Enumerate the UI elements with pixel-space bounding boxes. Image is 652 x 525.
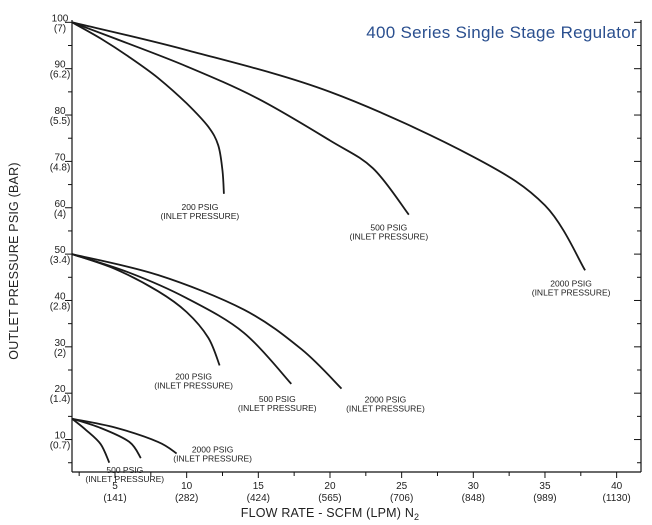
series-label-9: 2000 PSIG: [192, 444, 234, 454]
series-label-3: 2000 PSIG: [550, 278, 592, 288]
y-tick-label-bar: (5.5): [50, 116, 71, 127]
y-tick-label: 40: [54, 291, 66, 302]
series-sublabel-2: (INLET PRESSURE): [349, 232, 428, 242]
series-label-1: 200 PSIG: [181, 202, 218, 212]
x-tick-label-lpm: (848): [462, 493, 485, 504]
x-tick-label: 20: [324, 481, 336, 492]
y-tick-label: 60: [54, 199, 66, 210]
x-tick-label: 35: [539, 481, 551, 492]
series-line-4: [71, 253, 221, 366]
series-line-8: [71, 417, 142, 459]
series-line-2: [71, 21, 410, 216]
x-tick-label: 30: [468, 481, 480, 492]
series-sublabel-9: (INLET PRESSURE): [173, 453, 252, 463]
y-tick-label: 100: [52, 13, 69, 24]
x-axis-title: FLOW RATE - SCFM (LPM) N2: [241, 506, 420, 522]
series-sublabel-1: (INLET PRESSURE): [161, 211, 240, 221]
x-tick-label-lpm: (565): [318, 493, 341, 504]
x-tick-label-lpm: (706): [390, 493, 413, 504]
series-sublabel-3: (INLET PRESSURE): [532, 287, 611, 297]
series-sublabel-8: (INLET PRESSURE): [85, 474, 164, 484]
x-tick-label: 5: [112, 481, 118, 492]
y-tick-label: 20: [54, 384, 66, 395]
y-tick-label-bar: (1.4): [50, 394, 71, 405]
x-tick-label: 40: [611, 481, 623, 492]
y-tick-label-bar: (2.8): [50, 301, 71, 312]
y-tick-label: 90: [54, 60, 66, 71]
x-axis-title-subscript: 2: [414, 512, 419, 522]
x-tick-label: 10: [181, 481, 193, 492]
series-line-5: [71, 253, 292, 385]
series-line-6: [71, 253, 343, 390]
series-label-4: 200 PSIG: [175, 371, 212, 381]
y-tick-label-bar: (6.2): [50, 70, 71, 81]
y-tick-label: 30: [54, 338, 66, 349]
series-sublabel-5: (INLET PRESSURE): [238, 403, 317, 413]
y-tick-label-bar: (7): [54, 23, 66, 34]
y-tick-label-bar: (4): [54, 209, 66, 220]
series-label-6: 2000 PSIG: [365, 395, 407, 405]
x-axis-title-main: FLOW RATE - SCFM (LPM) N: [241, 506, 414, 520]
y-tick-label: 80: [54, 106, 66, 117]
series-label-8: 500 PSIG: [106, 465, 143, 475]
x-tick-label-lpm: (424): [247, 493, 270, 504]
series-line-7: [71, 417, 111, 464]
series-sublabel-6: (INLET PRESSURE): [346, 404, 425, 414]
series-line-1: [71, 21, 225, 194]
y-tick-label-bar: (0.7): [50, 441, 71, 452]
curves-layer: [71, 21, 586, 464]
axes-layer: 100(7) 90(6.2) 80(5.5) 70(4.8) 60(4) 50(3.4) 4…: [50, 13, 642, 504]
series-label-5: 500 PSIG: [259, 394, 296, 404]
x-tick-label-lpm: (282): [175, 493, 198, 504]
series-line-3: [71, 21, 586, 271]
series-line-9: [71, 417, 178, 455]
y-tick-label: 50: [54, 245, 66, 256]
y-tick-label-bar: (4.8): [50, 162, 71, 173]
series-label-2: 500 PSIG: [370, 223, 407, 233]
x-tick-label-lpm: (1130): [603, 493, 631, 504]
series-sublabel-4: (INLET PRESSURE): [154, 380, 233, 390]
y-tick-label-bar: (3.4): [50, 255, 71, 266]
chart-title: 400 Series Single Stage Regulator: [366, 23, 637, 42]
x-tick-label-lpm: (141): [103, 493, 126, 504]
y-axis-title: OUTLET PRESSURE PSIG (BAR): [7, 162, 21, 359]
y-tick-label: 70: [54, 152, 66, 163]
y-tick-label: 10: [54, 431, 66, 442]
x-tick-label: 15: [253, 481, 265, 492]
x-tick-label-lpm: (989): [533, 493, 556, 504]
x-tick-label: 25: [396, 481, 408, 492]
y-tick-label-bar: (2): [54, 348, 66, 359]
labels-layer: 200 PSIG(INLET PRESSURE)500 PSIG(INLET P…: [85, 202, 610, 484]
